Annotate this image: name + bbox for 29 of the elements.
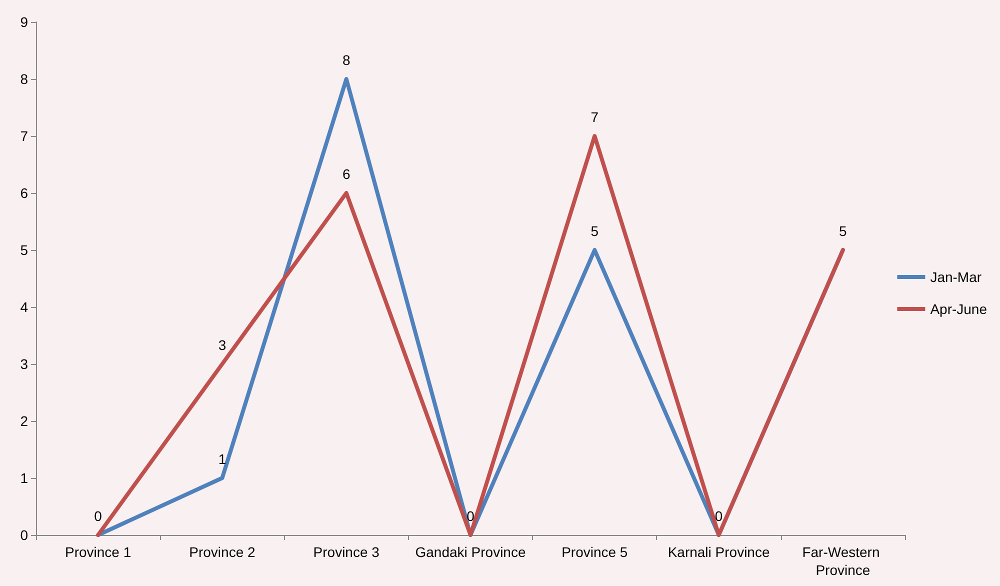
data-label: 0: [714, 508, 723, 524]
y-tick-label: 0: [20, 527, 28, 543]
data-label: 7: [590, 109, 599, 125]
data-label: 1: [218, 451, 226, 467]
x-tick-label: Province 2: [189, 544, 256, 560]
data-label: 8: [342, 52, 350, 68]
legend-label: Jan-Mar: [930, 269, 982, 285]
y-tick-label: 5: [20, 242, 28, 258]
x-tick-label: Province 1: [64, 544, 132, 560]
data-label: 6: [342, 166, 350, 182]
x-tick-label: Far-Western Province: [802, 544, 884, 578]
x-tick-label: Province 3: [313, 544, 380, 560]
x-tick-label: Karnali Province: [668, 544, 770, 560]
y-tick-label: 2: [20, 413, 28, 429]
y-tick-label: 8: [20, 71, 28, 87]
data-label: 3: [218, 337, 226, 353]
data-label: 0: [466, 508, 475, 524]
x-tick-label: Province 5: [562, 544, 628, 560]
data-label: 5: [590, 223, 599, 239]
y-tick-label: 4: [20, 299, 28, 315]
legend-label: Apr-June: [930, 301, 988, 317]
data-label: 0: [94, 508, 102, 524]
data-label: 5: [839, 223, 848, 239]
y-tick-label: 3: [20, 356, 28, 372]
y-tick-label: 1: [20, 470, 28, 486]
y-tick-label: 9: [20, 14, 28, 30]
x-tick-label: Gandaki Province: [415, 544, 526, 560]
y-tick-label: 6: [20, 185, 28, 201]
y-tick-label: 7: [20, 128, 28, 144]
